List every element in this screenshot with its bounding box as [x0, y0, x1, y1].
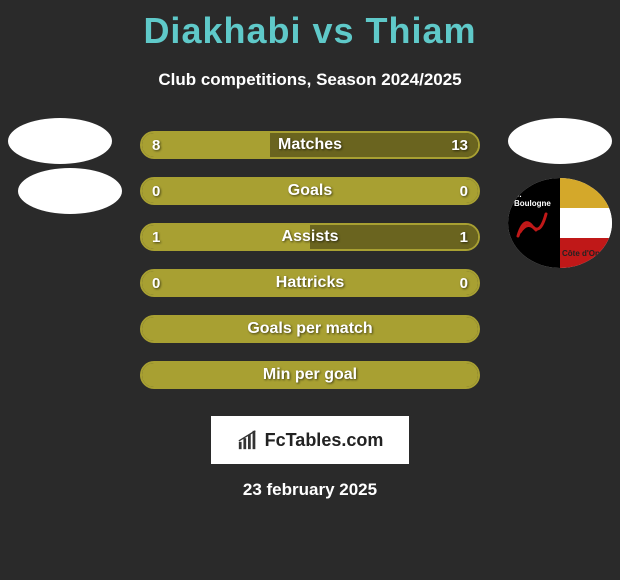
bar-left-fill: [142, 225, 310, 249]
subtitle: Club competitions, Season 2024/2025: [0, 70, 620, 90]
bar-right-fill: [270, 133, 478, 157]
bar-track: [140, 223, 480, 251]
bar-row: Goals per match: [0, 306, 620, 352]
bar-row: Hattricks00: [0, 260, 620, 306]
bar-left-fill: [142, 317, 478, 341]
date-text: 23 february 2025: [0, 480, 620, 500]
bar-left-fill: [142, 133, 270, 157]
bar-row: Min per goal: [0, 352, 620, 398]
fctables-banner: FcTables.com: [211, 416, 409, 464]
bar-row: Assists11: [0, 214, 620, 260]
fctables-text: FcTables.com: [265, 430, 384, 451]
bar-left-fill: [142, 179, 478, 203]
bar-track: [140, 131, 480, 159]
bar-left-fill: [142, 271, 478, 295]
bar-track: [140, 177, 480, 205]
bar-chart-icon: [237, 429, 259, 451]
bar-row: Goals00: [0, 168, 620, 214]
bar-track: [140, 361, 480, 389]
bar-track: [140, 269, 480, 297]
bar-right-fill: [310, 225, 478, 249]
bars-area: Matches813Goals00Assists11Hattricks00Goa…: [0, 122, 620, 398]
bar-left-fill: [142, 363, 478, 387]
bar-row: Matches813: [0, 122, 620, 168]
bar-track: [140, 315, 480, 343]
page-title: Diakhabi vs Thiam: [0, 0, 620, 52]
